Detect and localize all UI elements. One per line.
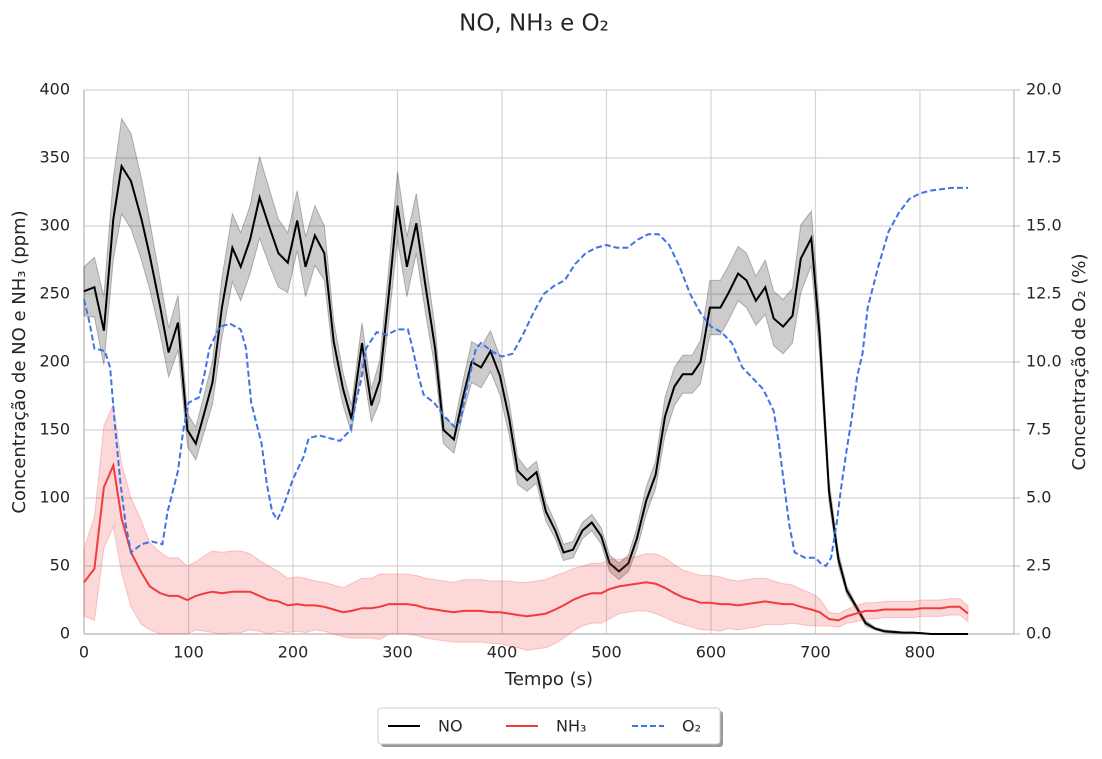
y2-axis-label: Concentração de O₂ (%) — [1069, 254, 1090, 471]
y-tick-label: 350 — [39, 148, 70, 167]
legend-label: NH₃ — [556, 717, 586, 736]
x-tick-label: 100 — [173, 643, 204, 662]
x-tick-label: 600 — [696, 643, 727, 662]
x-tick-label: 200 — [278, 643, 309, 662]
y-tick-label: 200 — [39, 352, 70, 371]
y-tick-label: 300 — [39, 216, 70, 235]
x-tick-label: 800 — [905, 643, 936, 662]
series-line — [83, 186, 968, 568]
chart-title: NO, NH₃ e O₂ — [459, 11, 609, 37]
y-tick-label: 100 — [39, 488, 70, 507]
y2-tick-label: 17.5 — [1026, 148, 1062, 167]
y2-tick-label: 10.0 — [1026, 352, 1062, 371]
legend-label: NO — [438, 717, 463, 736]
y2-tick-label: 0.0 — [1026, 624, 1051, 643]
y2-tick-label: 20.0 — [1026, 80, 1062, 99]
x-tick-label: 300 — [382, 643, 413, 662]
series-line — [83, 461, 969, 622]
x-axis-label: Tempo (s) — [504, 669, 593, 690]
series-line — [83, 163, 968, 635]
y-tick-label: 150 — [39, 420, 70, 439]
x-tick-label: 0 — [79, 643, 89, 662]
y-tick-label: 50 — [50, 556, 70, 575]
legend-box — [377, 707, 721, 745]
y-tick-label: 400 — [39, 80, 70, 99]
y-axis-label: Concentração de NO e NH₃ (ppm) — [9, 210, 30, 513]
y2-tick-label: 5.0 — [1026, 488, 1051, 507]
y2-tick-label: 7.5 — [1026, 420, 1051, 439]
x-tick-label: 500 — [591, 643, 622, 662]
y-tick-label: 250 — [39, 284, 70, 303]
x-tick-label: 700 — [800, 643, 831, 662]
x-tick-label: 400 — [487, 643, 518, 662]
y2-tick-label: 15.0 — [1026, 216, 1062, 235]
y2-tick-label: 12.5 — [1026, 284, 1062, 303]
y2-tick-label: 2.5 — [1026, 556, 1051, 575]
confidence-band — [83, 402, 969, 651]
legend-label: O₂ — [682, 717, 701, 736]
y-tick-label: 0 — [60, 624, 70, 643]
